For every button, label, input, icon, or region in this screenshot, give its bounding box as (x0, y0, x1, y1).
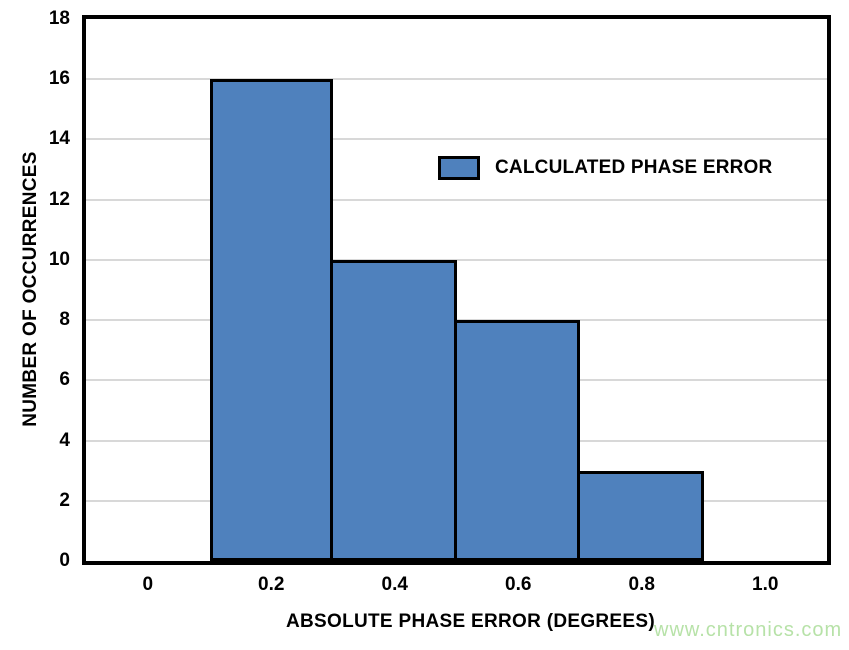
x-tick-label-0.6: 0.6 (505, 574, 532, 595)
histogram-bar (453, 320, 580, 561)
gridline-y-14 (86, 138, 827, 141)
legend: CALCULATED PHASE ERROR (438, 156, 772, 180)
legend-swatch (438, 156, 480, 180)
x-tick-label-1.0: 1.0 (752, 574, 779, 595)
y-tick-label-6: 6 (59, 369, 70, 391)
watermark: www.cntronics.com (654, 619, 843, 641)
histogram-bar (577, 470, 704, 561)
x-axis-title: ABSOLUTE PHASE ERROR (DEGREES) (286, 611, 655, 632)
histogram-bar (209, 79, 333, 561)
gridline-y-12 (86, 198, 827, 201)
y-tick-label-14: 14 (48, 128, 70, 150)
y-tick-label-4: 4 (59, 429, 70, 451)
plot-area: CALCULATED PHASE ERROR (82, 15, 831, 565)
gridline-y-16 (86, 78, 827, 81)
y-tick-label-8: 8 (59, 309, 70, 331)
x-tick-label-0: 0 (142, 574, 154, 595)
y-tick-label-18: 18 (48, 8, 70, 29)
y-tick-label-0: 0 (59, 550, 70, 571)
x-tick-label-0.4: 0.4 (381, 574, 408, 595)
y-tick-label-16: 16 (48, 68, 70, 90)
x-tick-label-0.2: 0.2 (258, 574, 285, 595)
y-tick-label-2: 2 (59, 489, 70, 511)
histogram-bar (330, 259, 457, 561)
bars-layer (86, 19, 827, 561)
gridline-y-8 (86, 319, 827, 322)
y-tick-label-12: 12 (48, 188, 70, 210)
y-tick-label-10: 10 (48, 248, 70, 270)
x-tick-label-0.8: 0.8 (628, 574, 655, 595)
legend-label: CALCULATED PHASE ERROR (495, 157, 773, 178)
gridline-y-10 (86, 258, 827, 261)
